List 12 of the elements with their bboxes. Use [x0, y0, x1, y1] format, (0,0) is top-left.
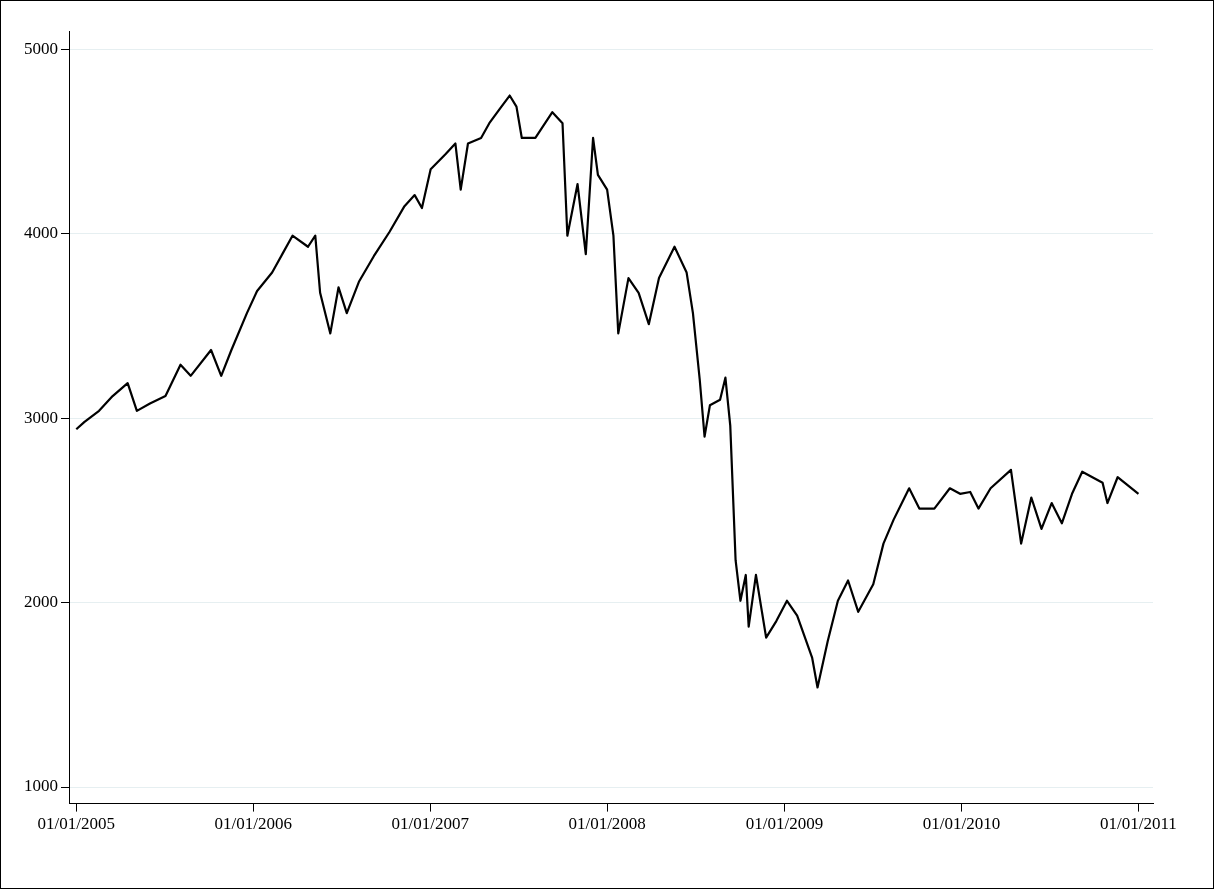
y-tick-label: 2000 — [24, 592, 58, 612]
y-tick-label: 1000 — [24, 776, 58, 796]
x-tick-label: 01/01/2005 — [37, 814, 115, 834]
x-tick-label: 01/01/2011 — [1100, 814, 1177, 834]
x-tick-label: 01/01/2007 — [391, 814, 470, 834]
y-tick-label: 4000 — [24, 223, 58, 243]
x-tick-label: 01/01/2008 — [568, 814, 646, 834]
x-tick-label: 01/01/2009 — [745, 814, 824, 834]
x-tick-label: 01/01/2006 — [214, 814, 292, 834]
y-tick-label: 5000 — [24, 38, 58, 58]
y-tick-label: 3000 — [24, 407, 58, 427]
x-tick-label: 01/01/2010 — [922, 814, 1001, 834]
